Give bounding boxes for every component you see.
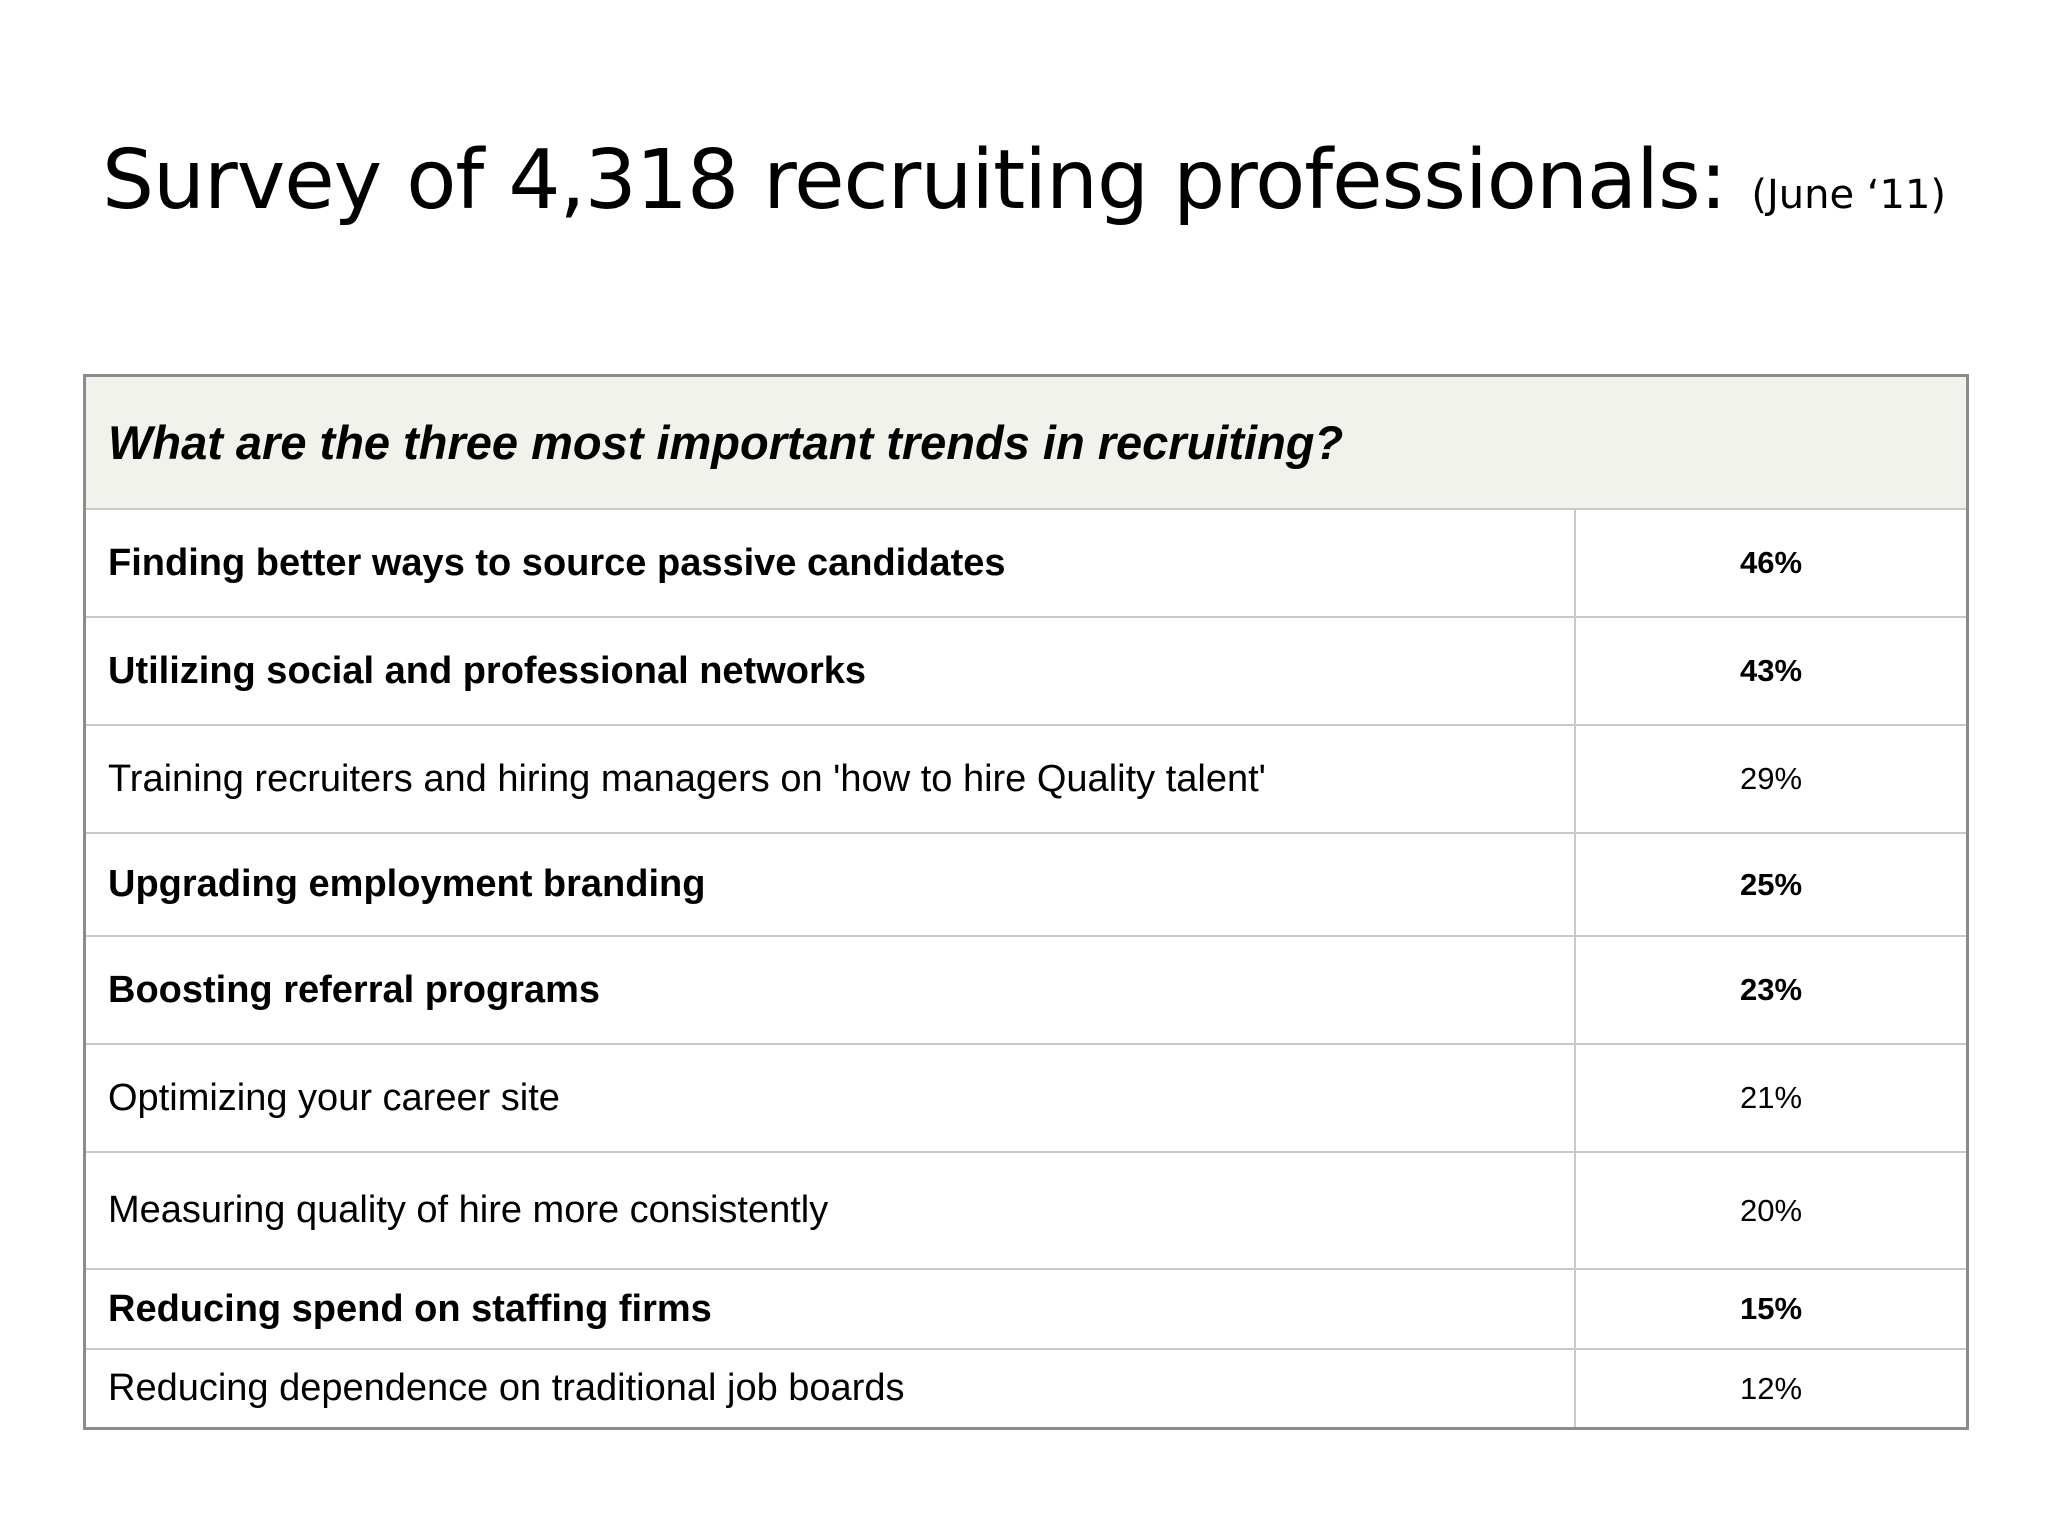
trend-percentage: 25% [1739, 866, 1803, 902]
trend-label: Upgrading employment branding [86, 834, 1576, 935]
trend-label: Optimizing your career site [86, 1045, 1576, 1151]
trend-label: Boosting referral programs [86, 937, 1576, 1043]
table-question: What are the three most important trends… [108, 416, 1344, 469]
trend-label: Training recruiters and hiring managers … [86, 726, 1576, 832]
trend-label: Reducing dependence on traditional job b… [86, 1350, 1576, 1427]
slide-title: Survey of 4,318 recruiting professionals… [0, 140, 2048, 222]
trend-percentage: 29% [1739, 761, 1803, 796]
table-header: What are the three most important trends… [86, 377, 1966, 510]
trend-percentage: 43% [1739, 653, 1803, 688]
trend-percentage: 46% [1739, 545, 1803, 580]
table-row: Training recruiters and hiring managers … [86, 726, 1966, 834]
table-row: Upgrading employment branding 25% [86, 834, 1966, 937]
trend-label: Finding better ways to source passive ca… [86, 510, 1576, 616]
slide-title-main: Survey of 4,318 recruiting professionals… [101, 133, 1752, 228]
trend-percentage: 23% [1739, 972, 1803, 1007]
trend-label: Utilizing social and professional networ… [86, 618, 1576, 724]
trend-label: Measuring quality of hire more consisten… [86, 1153, 1576, 1268]
table-row: Utilizing social and professional networ… [86, 618, 1966, 726]
trend-percentage: 15% [1739, 1291, 1803, 1326]
slide-title-date: (June ‘11) [1751, 172, 1947, 218]
survey-results-table: What are the three most important trends… [83, 374, 1969, 1430]
trend-label: Reducing spend on staffing firms [86, 1270, 1576, 1348]
table-row: Reducing dependence on traditional job b… [86, 1350, 1966, 1427]
table-row: Measuring quality of hire more consisten… [86, 1153, 1966, 1270]
trend-percentage: 21% [1739, 1080, 1803, 1115]
table-row: Boosting referral programs 23% [86, 937, 1966, 1045]
trend-percentage: 20% [1739, 1192, 1803, 1228]
table-row: Reducing spend on staffing firms 15% [86, 1270, 1966, 1350]
table-row: Optimizing your career site 21% [86, 1045, 1966, 1153]
table-row: Finding better ways to source passive ca… [86, 510, 1966, 618]
trend-percentage: 12% [1739, 1370, 1803, 1406]
